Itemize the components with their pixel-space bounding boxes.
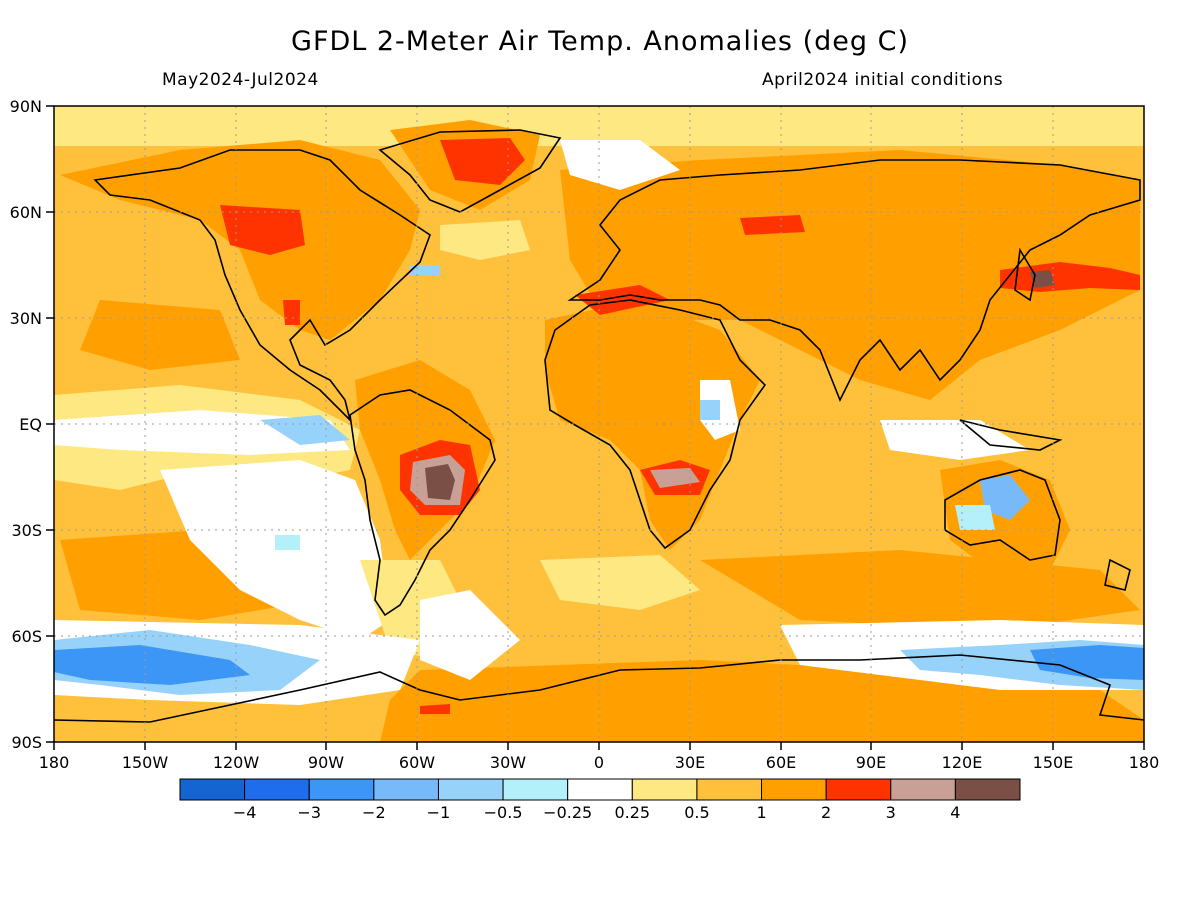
lat-label: 60N (10, 203, 42, 222)
colorbar-label: −1 (427, 803, 451, 822)
lon-label: 60W (399, 753, 435, 772)
coastlines (54, 129, 1144, 723)
colorbar-swatch (502, 778, 569, 801)
graticule (54, 106, 1144, 742)
period-label: May2024-Jul2024 (162, 70, 319, 90)
colorbar-swatch (825, 778, 892, 801)
colorbar-swatch (179, 778, 246, 801)
longitude-labels: 180 150W 120W 90W 60W 30W 0 30E 60E 90E … (39, 753, 1160, 772)
initial-conditions-label: April2024 initial conditions (762, 70, 1004, 90)
lon-label: 90E (856, 753, 886, 772)
lat-label: 30N (10, 309, 42, 328)
colorbar-label: −0.25 (543, 803, 592, 822)
lon-label: 0 (594, 753, 604, 772)
lon-label: 120E (942, 753, 983, 772)
lon-label: 150E (1033, 753, 1074, 772)
latitude-labels: 90N 60N 30N EQ 30S 60S 90S (10, 97, 42, 752)
colorbar-label: 2 (821, 803, 831, 822)
chart-title: GFDL 2-Meter Air Temp. Anomalies (deg C) (291, 26, 909, 57)
colorbar-label: −0.5 (484, 803, 523, 822)
colorbar-label: 4 (950, 803, 960, 822)
lon-label: 120W (213, 753, 260, 772)
lon-label: 90W (308, 753, 344, 772)
lon-label: 180 (39, 753, 70, 772)
colorbar-labels: −4 −3 −2 −1 −0.5 −0.25 0.25 0.5 1 2 3 4 (233, 803, 961, 822)
colorbar-label: −3 (297, 803, 321, 822)
lon-label: 180 (1129, 753, 1160, 772)
lat-label: EQ (19, 415, 42, 434)
colorbar-label: 0.5 (684, 803, 709, 822)
colorbar-label: 0.25 (614, 803, 650, 822)
lat-label: 90N (10, 97, 42, 116)
colorbar-swatch (244, 778, 310, 801)
colorbar-swatch (761, 778, 827, 801)
lat-label: 30S (11, 521, 42, 540)
lat-label: 60S (11, 627, 42, 646)
colorbar-swatch (308, 778, 375, 801)
colorbar-swatch (890, 778, 956, 801)
lat-label: 90S (11, 733, 42, 752)
colorbar-label: −2 (362, 803, 386, 822)
lon-label: 30W (490, 753, 526, 772)
colorbar-label: −4 (233, 803, 257, 822)
axis-ticks (46, 105, 1145, 750)
colorbar-swatch (373, 778, 439, 801)
colorbar-swatch (437, 778, 504, 801)
colorbar-label: 3 (886, 803, 896, 822)
colorbar-label: 1 (756, 803, 766, 822)
colorbar-swatch (954, 778, 1021, 801)
colorbar-swatch (696, 778, 763, 801)
colorbar-swatch (567, 778, 633, 801)
lon-label: 150W (122, 753, 169, 772)
lon-label: 60E (766, 753, 796, 772)
colorbar (179, 778, 1021, 801)
lon-label: 30E (675, 753, 705, 772)
colorbar-swatch (631, 778, 698, 801)
